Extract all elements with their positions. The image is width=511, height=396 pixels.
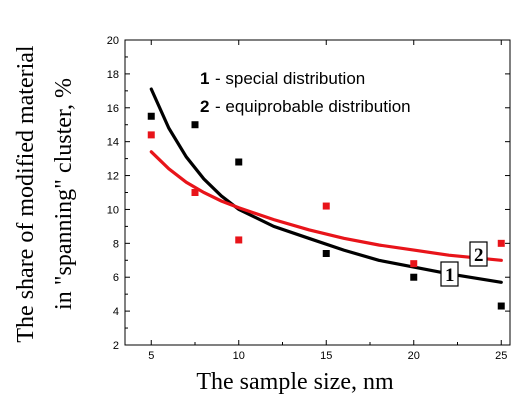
curve-label-2-box: 2 [469, 241, 488, 267]
y-tick-label: 18 [107, 69, 119, 81]
x-axis-title: The sample size, nm [196, 369, 394, 395]
data-point-series-1 [147, 112, 155, 120]
y-tick-label: 8 [113, 238, 119, 250]
y-tick-label: 4 [113, 306, 119, 318]
data-point-series-2 [497, 239, 505, 247]
data-point-series-1 [322, 250, 330, 257]
plot-area [124, 39, 511, 346]
data-point-series-2 [322, 202, 330, 210]
data-point-series-2 [147, 131, 155, 139]
x-tick-label: 10 [233, 350, 245, 362]
x-tick-label: 5 [148, 350, 154, 362]
data-point-series-2 [235, 236, 243, 244]
data-point-series-1 [410, 273, 418, 281]
curve-label-2: 2 [474, 245, 484, 266]
data-point-series-2 [410, 260, 418, 268]
y-tick-label: 16 [107, 103, 119, 115]
legend: 1 - special distribution 2 - equiprobabl… [200, 69, 411, 116]
legend-label-2: - equiprobable distribution [215, 97, 411, 116]
x-tick-label: 20 [408, 350, 420, 362]
y-axis-title-line2: in "spanning" cluster, % [51, 78, 77, 310]
legend-label-1: - special distribution [215, 69, 365, 88]
legend-number-2: 2 [200, 97, 209, 116]
x-axis: 5 10 15 20 25 [148, 40, 507, 362]
y-tick-label: 20 [107, 35, 119, 47]
y-tick-label: 12 [107, 171, 119, 183]
data-point-series-1 [191, 121, 199, 129]
curve-label-1: 1 [445, 265, 455, 286]
legend-number-1: 1 [200, 69, 209, 88]
fit-curve-series-2 [149, 150, 503, 262]
data-point-series-2 [191, 189, 199, 196]
curve-label-1-box: 1 [440, 261, 459, 287]
data-point-series-1 [235, 158, 243, 166]
data-point-series-1 [497, 302, 505, 310]
y-tick-label: 14 [107, 137, 119, 149]
y-tick-label: 10 [107, 204, 119, 216]
x-tick-label: 25 [495, 350, 507, 362]
y-tick-label: 6 [113, 272, 119, 284]
y-axis-title-line1: The share of modified material [13, 45, 39, 343]
y-tick-label: 2 [113, 340, 119, 352]
x-tick-label: 15 [320, 350, 332, 362]
